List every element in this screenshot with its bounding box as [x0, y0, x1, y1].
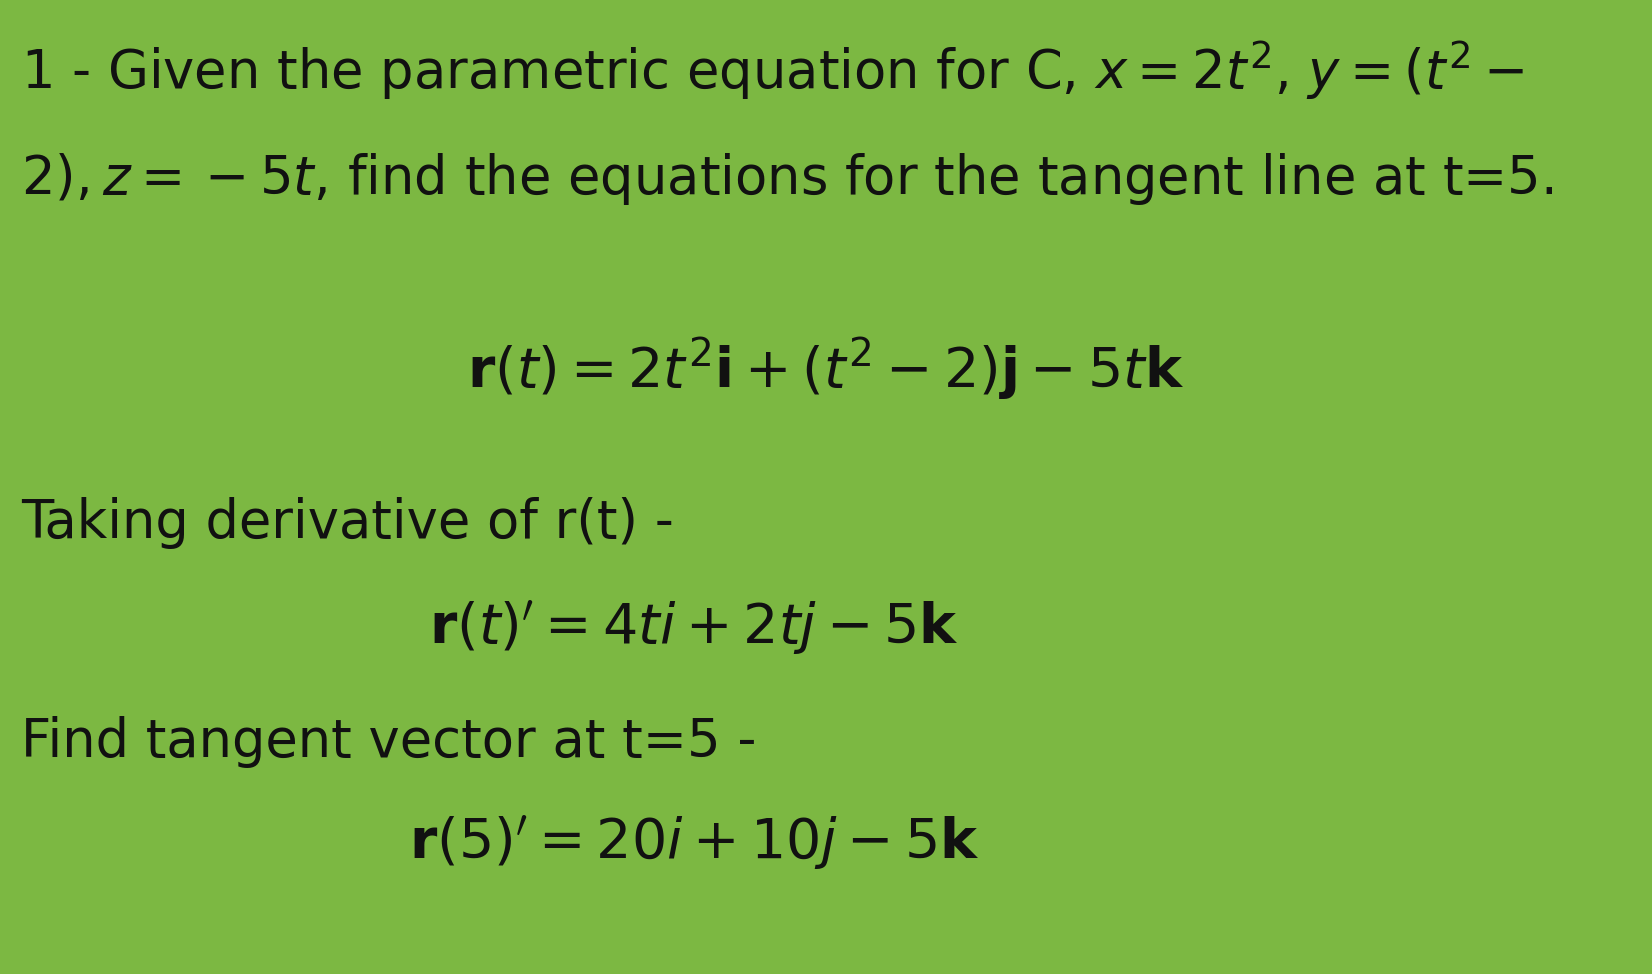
Text: $\mathbf{r}(5)' = 20\mathit{i} + 10\mathit{j} - 5\mathbf{k}$: $\mathbf{r}(5)' = 20\mathit{i} + 10\math…: [408, 813, 980, 872]
Text: $\mathbf{r}(t)' = 4t\mathit{i} + 2t\mathit{j} - 5\mathbf{k}$: $\mathbf{r}(t)' = 4t\mathit{i} + 2t\math…: [430, 599, 958, 657]
Text: Find tangent vector at t=5 -: Find tangent vector at t=5 -: [21, 716, 757, 768]
Text: 1 - Given the parametric equation for C, $x = 2t^2$, $y = (t^2 -$: 1 - Given the parametric equation for C,…: [21, 39, 1525, 102]
Text: $2), z = -5t$, find the equations for the tangent line at t=5.: $2), z = -5t$, find the equations for th…: [21, 151, 1555, 206]
Text: Taking derivative of r(t) -: Taking derivative of r(t) -: [21, 497, 674, 548]
Text: $\mathbf{r}(t) = 2t^2\mathbf{i} + (t^2 - 2)\mathbf{j} - 5t\mathbf{k}$: $\mathbf{r}(t) = 2t^2\mathbf{i} + (t^2 -…: [468, 336, 1184, 403]
